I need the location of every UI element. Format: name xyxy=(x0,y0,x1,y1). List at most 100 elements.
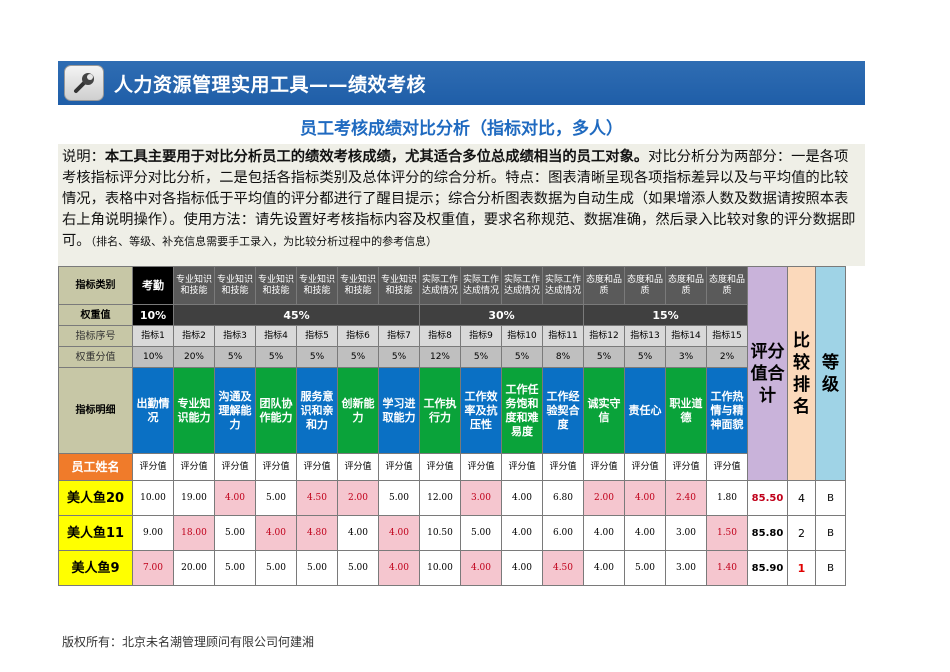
score-cell[interactable]: 10.00 xyxy=(132,480,174,516)
score-cell[interactable]: 5.00 xyxy=(255,480,297,516)
split-cell: 8% xyxy=(542,346,584,368)
score-cell[interactable]: 1.80 xyxy=(706,480,748,516)
score-cell[interactable]: 4.00 xyxy=(624,515,666,551)
score-cell[interactable]: 4.50 xyxy=(542,550,584,586)
seq-cell: 指标1 xyxy=(132,325,174,347)
score-cell[interactable]: 10.00 xyxy=(419,550,461,586)
score-cell[interactable]: 4.00 xyxy=(501,550,543,586)
description-bold: 本工具主要用于对比分析员工的绩效考核成绩，尤其适合多位总成绩相当的员工对象。 xyxy=(104,149,649,165)
score-cell[interactable]: 4.00 xyxy=(624,480,666,516)
score-cell[interactable]: 20.00 xyxy=(173,550,215,586)
score-cell[interactable]: 4.00 xyxy=(501,515,543,551)
detail-cell: 诚实守信 xyxy=(583,367,625,454)
grade-cell: B xyxy=(815,515,846,551)
score-cell[interactable]: 4.00 xyxy=(583,550,625,586)
category-cell: 实际工作达成情况 xyxy=(501,266,543,305)
score-cell[interactable]: 3.00 xyxy=(665,515,707,551)
detail-cell: 出勤情况 xyxy=(132,367,174,454)
description-box: 说明：本工具主要用于对比分析员工的绩效考核成绩，尤其适合多位总成绩相当的员工对象… xyxy=(58,144,865,266)
score-cell[interactable]: 3.00 xyxy=(460,480,502,516)
score-cell[interactable]: 4.00 xyxy=(255,515,297,551)
score-cell[interactable]: 19.00 xyxy=(173,480,215,516)
split-cell: 5% xyxy=(255,346,297,368)
category-cell: 专业知识和技能 xyxy=(378,266,420,305)
score-cell[interactable]: 1.50 xyxy=(706,515,748,551)
score-cell[interactable]: 7.00 xyxy=(132,550,174,586)
score-cell[interactable]: 18.00 xyxy=(173,515,215,551)
score-label: 评分值 xyxy=(542,453,584,481)
score-label: 评分值 xyxy=(173,453,215,481)
score-cell[interactable]: 9.00 xyxy=(132,515,174,551)
score-cell[interactable]: 4.80 xyxy=(296,515,338,551)
detail-cell: 责任心 xyxy=(624,367,666,454)
score-cell[interactable]: 4.50 xyxy=(296,480,338,516)
score-cell[interactable]: 10.50 xyxy=(419,515,461,551)
wrench-icon xyxy=(64,65,104,101)
employee-name: 美人鱼9 xyxy=(58,550,133,586)
category-cell: 专业知识和技能 xyxy=(214,266,256,305)
split-cell: 5% xyxy=(378,346,420,368)
score-cell[interactable]: 4.00 xyxy=(583,515,625,551)
split-cell: 5% xyxy=(460,346,502,368)
seq-cell: 指标3 xyxy=(214,325,256,347)
score-cell[interactable]: 5.00 xyxy=(255,550,297,586)
seq-cell: 指标13 xyxy=(624,325,666,347)
detail-cell: 工作任务饱和度和难易度 xyxy=(501,367,543,454)
score-label: 评分值 xyxy=(706,453,748,481)
category-cell: 实际工作达成情况 xyxy=(542,266,584,305)
grade-cell: B xyxy=(815,550,846,586)
seq-cell: 指标5 xyxy=(296,325,338,347)
label-seq: 指标序号 xyxy=(58,325,133,347)
score-cell[interactable]: 2.00 xyxy=(583,480,625,516)
category-cell: 实际工作达成情况 xyxy=(460,266,502,305)
split-cell: 12% xyxy=(419,346,461,368)
seq-cell: 指标9 xyxy=(460,325,502,347)
category-cell: 专业知识和技能 xyxy=(255,266,297,305)
split-cell: 5% xyxy=(583,346,625,368)
score-cell[interactable]: 6.80 xyxy=(542,480,584,516)
label-detail: 指标明细 xyxy=(58,367,133,454)
score-cell[interactable]: 5.00 xyxy=(296,550,338,586)
seq-cell: 指标8 xyxy=(419,325,461,347)
score-cell[interactable]: 4.00 xyxy=(214,480,256,516)
score-cell[interactable]: 5.00 xyxy=(460,515,502,551)
seq-cell: 指标12 xyxy=(583,325,625,347)
label-category: 指标类别 xyxy=(58,266,133,305)
score-cell[interactable]: 4.00 xyxy=(378,550,420,586)
score-cell[interactable]: 5.00 xyxy=(624,550,666,586)
score-cell[interactable]: 3.00 xyxy=(665,550,707,586)
score-cell[interactable]: 6.00 xyxy=(542,515,584,551)
score-cell[interactable]: 5.00 xyxy=(214,515,256,551)
group-weight: 10% xyxy=(132,304,174,326)
score-cell[interactable]: 12.00 xyxy=(419,480,461,516)
score-cell[interactable]: 2.00 xyxy=(337,480,379,516)
split-cell: 5% xyxy=(624,346,666,368)
score-cell[interactable]: 1.40 xyxy=(706,550,748,586)
score-label: 评分值 xyxy=(214,453,256,481)
detail-cell: 学习进取能力 xyxy=(378,367,420,454)
score-cell[interactable]: 4.00 xyxy=(460,550,502,586)
score-cell[interactable]: 5.00 xyxy=(378,480,420,516)
score-cell[interactable]: 2.40 xyxy=(665,480,707,516)
grade-cell: B xyxy=(815,480,846,516)
category-cell: 专业知识和技能 xyxy=(173,266,215,305)
score-label: 评分值 xyxy=(665,453,707,481)
seq-cell: 指标2 xyxy=(173,325,215,347)
score-cell[interactable]: 4.00 xyxy=(337,515,379,551)
group-weight: 45% xyxy=(173,304,420,326)
score-cell[interactable]: 5.00 xyxy=(337,550,379,586)
category-cell: 态度和品质 xyxy=(706,266,748,305)
detail-cell: 创新能力 xyxy=(337,367,379,454)
score-cell[interactable]: 5.00 xyxy=(214,550,256,586)
label-split: 权重分值 xyxy=(58,346,133,368)
split-cell: 5% xyxy=(501,346,543,368)
score-label: 评分值 xyxy=(337,453,379,481)
score-cell[interactable]: 4.00 xyxy=(378,515,420,551)
footer-copyright: 版权所有：北京未名潮管理顾问有限公司何建湘 xyxy=(62,635,315,649)
split-cell: 5% xyxy=(296,346,338,368)
table-row: 美人鱼9 7.00 20.00 5.00 5.00 5.00 5.00 4.00 10.00 4.… xyxy=(58,550,846,586)
grade-header: 等级 xyxy=(815,266,846,481)
score-cell[interactable]: 4.00 xyxy=(501,480,543,516)
split-cell: 2% xyxy=(706,346,748,368)
rank-header: 比较排名 xyxy=(787,266,816,481)
